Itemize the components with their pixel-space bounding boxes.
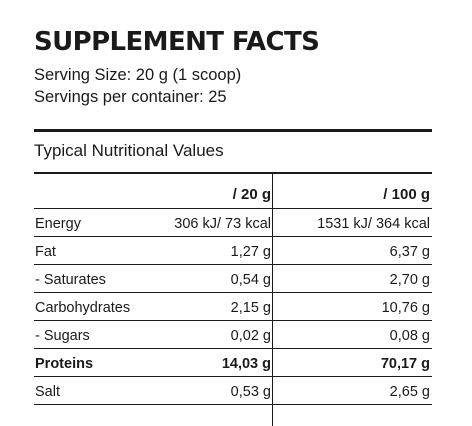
row-label: Energy [35,216,81,232]
row-per-20g: 14,03 g [221,356,271,372]
column-divider [272,174,273,426]
row-per-20g: 1,27 g [230,244,271,260]
row-label: Proteins [35,356,94,372]
row-label: Salt [35,384,60,400]
row-per-100g: 1531 kJ/ 364 kcal [317,216,430,232]
nutrition-table: / 20 g / 100 g Energy 306 kJ/ 73 kcal 15… [34,174,432,405]
row-label: - Saturates [35,272,106,288]
row-per-100g: 70,17 g [380,356,430,372]
divider-thin [34,172,432,174]
divider-thick [34,129,432,132]
panel-title: SUPPLEMENT FACTS [34,27,320,57]
table-row: - Saturates 0,54 g 2,70 g [34,265,432,293]
row-per-100g: 2,70 g [389,272,430,288]
header-per-20g: / 20 g [232,186,271,203]
row-per-20g: 0,54 g [230,272,271,288]
supplement-facts-panel: SUPPLEMENT FACTS Serving Size: 20 g (1 s… [34,24,432,426]
row-per-100g: 6,37 g [389,244,430,260]
row-label: Fat [35,244,56,260]
row-per-20g: 306 kJ/ 73 kcal [174,216,271,232]
table-header-row: / 20 g / 100 g [34,174,432,209]
row-per-20g: 2,15 g [230,300,271,316]
row-label: - Sugars [35,328,90,344]
servings-per-container: Servings per container: 25 [34,88,227,106]
row-per-100g: 10,76 g [381,300,430,316]
table-row: Salt 0,53 g 2,65 g [34,377,432,405]
row-per-100g: 2,65 g [389,384,430,400]
table-row: Energy 306 kJ/ 73 kcal 1531 kJ/ 364 kcal [34,209,432,237]
header-per-100g: / 100 g [383,186,430,203]
table-row: Carbohydrates 2,15 g 10,76 g [34,293,432,321]
table-row: Fat 1,27 g 6,37 g [34,237,432,265]
table-row: - Sugars 0,02 g 0,08 g [34,321,432,349]
row-per-100g: 0,08 g [389,328,430,344]
table-row: Proteins 14,03 g 70,17 g [34,349,432,377]
serving-size: Serving Size: 20 g (1 scoop) [34,66,242,84]
row-per-20g: 0,53 g [230,384,271,400]
row-label: Carbohydrates [35,300,131,316]
row-per-20g: 0,02 g [230,328,271,344]
section-heading: Typical Nutritional Values [34,141,224,160]
